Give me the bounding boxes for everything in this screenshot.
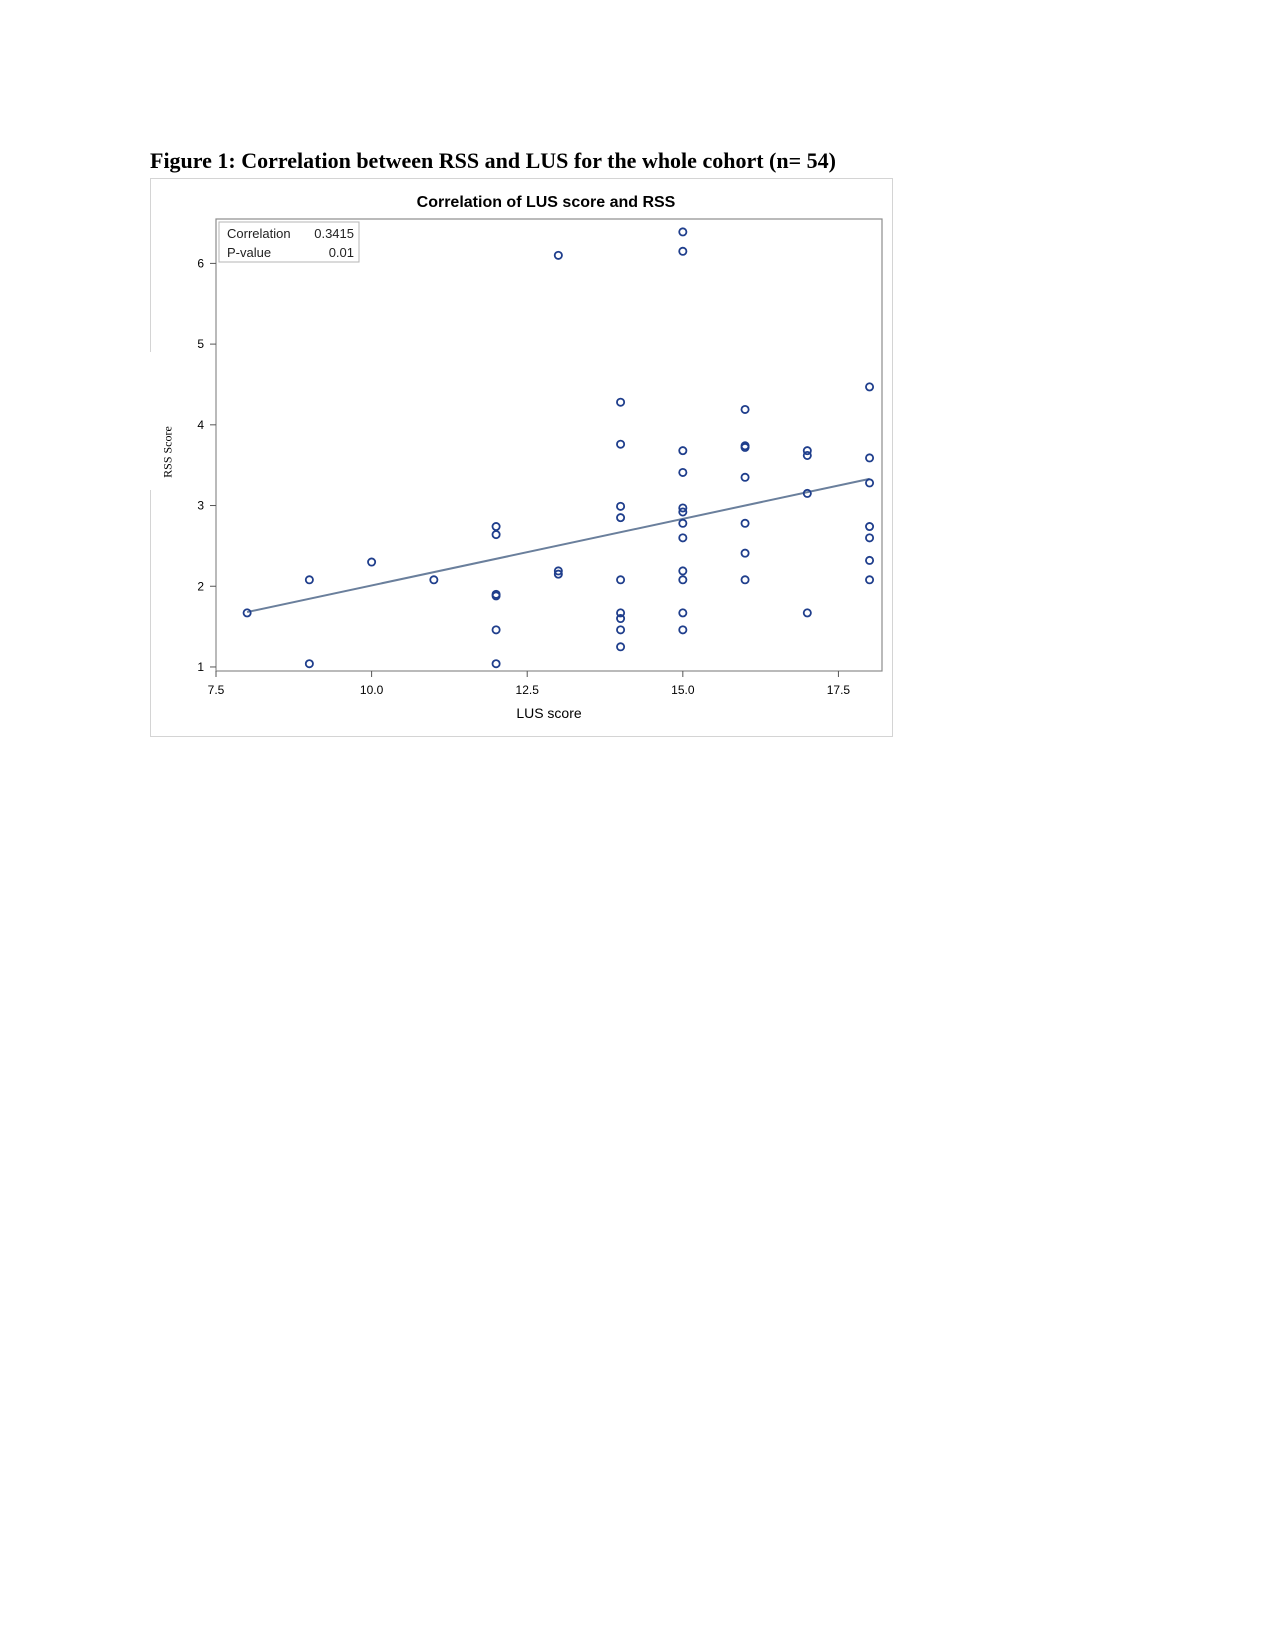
data-point — [740, 575, 750, 585]
data-point — [616, 614, 626, 624]
data-point — [740, 472, 750, 482]
frame-gap — [146, 352, 154, 490]
y-tick-label: 4 — [197, 418, 204, 432]
data-point — [678, 566, 688, 576]
x-axis-ticks: 7.5 10.0 12.5 15.0 17.5 — [208, 671, 851, 697]
y-tick-label: 6 — [197, 256, 204, 270]
data-point — [865, 453, 875, 463]
y-tick-label: 2 — [197, 579, 204, 593]
data-point — [678, 503, 688, 513]
data-points — [242, 227, 875, 669]
data-point — [616, 625, 626, 635]
data-point — [678, 608, 688, 618]
data-point — [740, 518, 750, 528]
data-point — [740, 404, 750, 414]
data-point — [616, 501, 626, 511]
data-point — [678, 467, 688, 477]
data-point — [802, 446, 812, 456]
data-point — [242, 608, 252, 618]
data-point — [678, 533, 688, 543]
data-point — [678, 625, 688, 635]
data-point — [491, 659, 501, 669]
data-point — [616, 608, 626, 618]
data-point — [429, 575, 439, 585]
y-axis-ticks: 1 2 3 4 5 6 — [197, 256, 216, 674]
data-point — [865, 533, 875, 543]
data-point — [802, 488, 812, 498]
data-point — [678, 518, 688, 528]
x-tick-label: 10.0 — [360, 683, 384, 697]
x-tick-label: 17.5 — [827, 683, 851, 697]
chart-title: Correlation of LUS score and RSS — [417, 194, 676, 211]
data-point — [740, 548, 750, 558]
x-tick-label: 7.5 — [208, 683, 225, 697]
figure-caption: Figure 1: Correlation between RSS and LU… — [150, 148, 836, 173]
data-point — [678, 507, 688, 517]
x-tick-label: 15.0 — [671, 683, 695, 697]
data-point — [865, 555, 875, 565]
data-point — [740, 442, 750, 452]
stats-label-pvalue: P-value — [227, 245, 271, 260]
data-point — [553, 250, 563, 260]
data-point — [553, 569, 563, 579]
data-point — [616, 397, 626, 407]
data-point — [367, 557, 377, 567]
data-point — [304, 575, 314, 585]
data-point — [491, 591, 501, 601]
data-point — [616, 513, 626, 523]
data-point — [865, 575, 875, 585]
data-point — [678, 227, 688, 237]
y-tick-label: 5 — [197, 337, 204, 351]
x-axis-label: LUS score — [516, 705, 582, 721]
data-point — [616, 575, 626, 585]
stats-box-frame — [218, 221, 360, 263]
data-point — [865, 478, 875, 488]
stats-label-correlation: Correlation — [227, 226, 291, 241]
data-point — [678, 575, 688, 585]
data-point — [678, 446, 688, 456]
data-point — [304, 659, 314, 669]
x-tick-label: 12.5 — [516, 683, 540, 697]
data-point — [491, 530, 501, 540]
y-tick-label: 1 — [197, 660, 204, 674]
y-tick-label: 3 — [197, 499, 204, 513]
data-point — [802, 608, 812, 618]
regression-line — [246, 477, 870, 614]
data-point — [865, 382, 875, 392]
data-point — [616, 439, 626, 449]
data-point — [491, 625, 501, 635]
data-point — [553, 566, 563, 576]
stats-box: Correlation 0.3415 P-value 0.01 — [218, 221, 360, 263]
data-point — [865, 522, 875, 532]
stats-value-pvalue: 0.01 — [329, 245, 354, 260]
data-point — [616, 642, 626, 652]
data-point — [802, 450, 812, 460]
data-point — [678, 246, 688, 256]
plot-area — [215, 218, 883, 672]
stats-value-correlation: 0.3415 — [314, 226, 354, 241]
